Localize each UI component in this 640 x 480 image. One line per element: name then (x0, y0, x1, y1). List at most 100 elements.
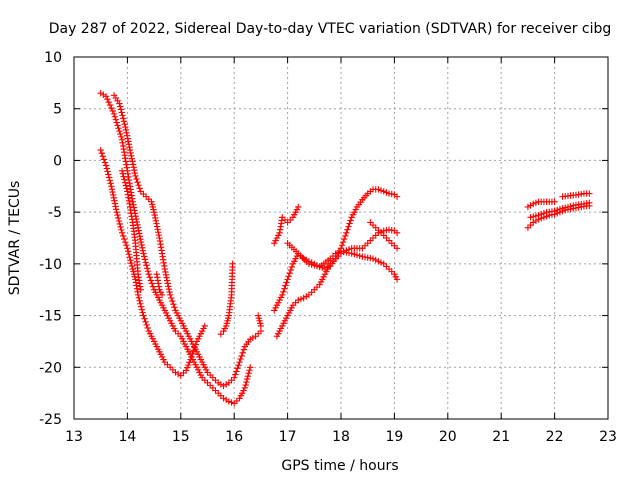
data-point (127, 256, 134, 264)
data-point (164, 280, 171, 287)
data-point (129, 161, 137, 168)
data-point (282, 282, 289, 289)
data-point (234, 365, 241, 372)
data-point (140, 312, 147, 319)
data-point (115, 217, 123, 225)
x-tick-label: 13 (65, 429, 83, 445)
data-point (131, 169, 139, 177)
data-point (130, 204, 138, 211)
data-point (140, 250, 147, 257)
series-track-e (153, 271, 166, 299)
data-point (137, 238, 145, 246)
data-point (285, 273, 292, 280)
data-point (586, 199, 593, 207)
data-point (246, 367, 253, 374)
data-point (155, 231, 163, 239)
data-point (115, 214, 122, 222)
data-point (125, 251, 133, 258)
data-point (136, 185, 143, 192)
data-point (115, 125, 122, 132)
data-point (144, 324, 151, 332)
data-point (101, 159, 109, 166)
y-tick-label: 0 (53, 153, 62, 169)
data-point (162, 268, 169, 276)
data-point (142, 318, 149, 325)
data-point (116, 100, 123, 107)
data-point (152, 217, 160, 224)
series-track-k (273, 226, 401, 340)
data-point (124, 245, 131, 252)
data-point (116, 127, 123, 135)
data-point (131, 166, 138, 174)
data-point (113, 208, 120, 216)
data-point (120, 115, 127, 122)
x-tick-label: 18 (332, 429, 350, 445)
x-tick-label: 17 (279, 429, 297, 445)
data-point (279, 291, 286, 299)
data-point (161, 265, 168, 273)
data-point (239, 349, 246, 357)
series-track-m (524, 198, 558, 211)
data-point (342, 232, 349, 240)
data-point (201, 322, 209, 330)
data-point (163, 274, 170, 281)
data-point (111, 113, 119, 120)
data-point (114, 122, 121, 129)
series-track-h (271, 203, 302, 247)
data-point (393, 193, 401, 200)
data-point (120, 118, 128, 125)
data-point (142, 259, 149, 266)
data-point (247, 364, 254, 371)
data-point (245, 369, 252, 377)
axis-ticks (73, 56, 609, 420)
data-point (286, 269, 293, 277)
data-point (126, 146, 134, 154)
data-point (116, 103, 124, 110)
x-tick-label: 22 (546, 429, 564, 445)
data-point (117, 130, 124, 138)
data-point (109, 107, 116, 115)
data-point (119, 112, 126, 119)
data-point (102, 162, 110, 169)
data-point (171, 304, 178, 311)
data-point (134, 224, 142, 231)
data-point (182, 367, 190, 374)
series-track-c (97, 146, 209, 379)
series-track-f (217, 260, 236, 338)
data-point (238, 352, 245, 360)
data-point (347, 217, 354, 224)
data-point (134, 178, 141, 186)
data-point (243, 378, 250, 386)
data-point (146, 274, 154, 281)
data-point (139, 244, 146, 251)
data-point (121, 121, 128, 128)
data-marks (97, 90, 593, 407)
data-point (136, 233, 144, 240)
data-point (111, 197, 118, 204)
data-point (128, 152, 135, 160)
data-point (120, 173, 127, 180)
data-point (98, 149, 105, 157)
data-point (105, 174, 113, 181)
data-point (122, 182, 130, 189)
data-point (344, 226, 351, 233)
series-track-i (271, 186, 401, 314)
data-point (338, 242, 346, 249)
data-point (113, 119, 120, 126)
data-point (341, 235, 348, 243)
x-tick-label: 21 (492, 429, 510, 445)
data-point (187, 356, 194, 363)
data-point (112, 116, 120, 123)
data-point (141, 315, 148, 322)
chart-title: Day 287 of 2022, Sidereal Day-to-day VTE… (49, 21, 612, 37)
y-axis-label: SDTVAR / TECUs (7, 181, 23, 296)
data-point (97, 146, 104, 154)
data-point (241, 384, 249, 392)
data-point (155, 229, 162, 236)
data-point (135, 294, 143, 302)
series-track-d (118, 167, 144, 293)
data-point (185, 361, 192, 369)
data-point (133, 218, 141, 226)
data-point (288, 263, 296, 271)
